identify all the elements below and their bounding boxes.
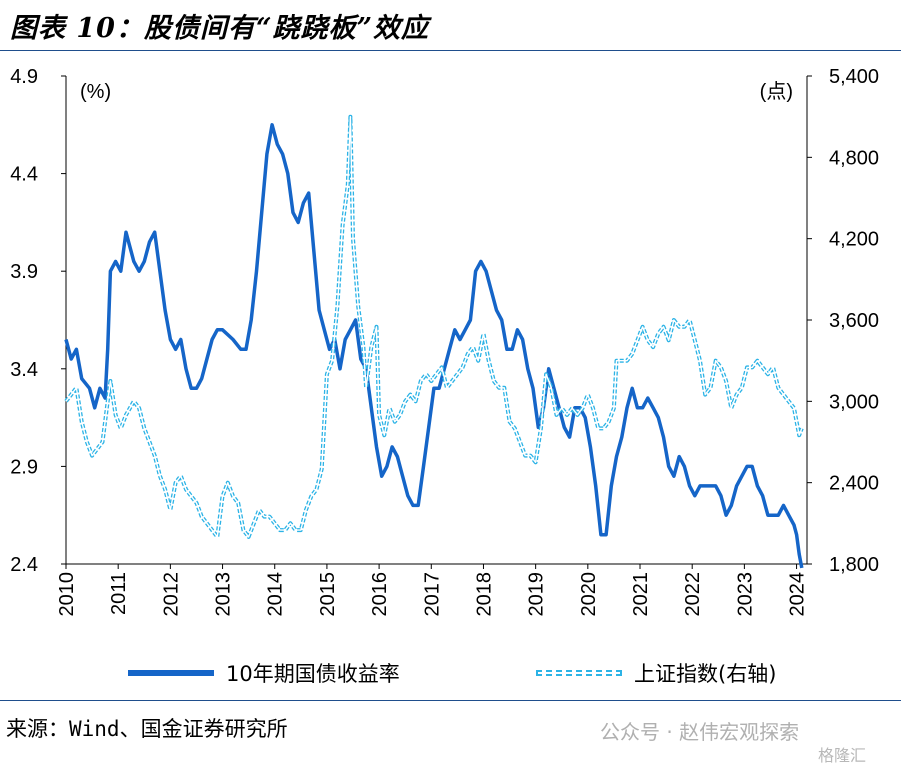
- right-axis-unit: (点): [760, 80, 793, 103]
- x-tick-label: 2015: [317, 572, 339, 617]
- legend-item-index: 上证指数(右轴): [536, 658, 776, 688]
- y-tick-label-right: 4,800: [829, 147, 879, 169]
- x-tick-label: 2020: [578, 572, 600, 617]
- y-tick-label-left: 2.9: [10, 456, 38, 478]
- legend-swatch-yield: [128, 670, 214, 676]
- legend-swatch-index: [536, 670, 622, 676]
- legend-label-yield: 10年期国债收益率: [226, 662, 400, 686]
- y-tick-label-left: 3.9: [10, 261, 38, 283]
- chart-area: 2.4 2.9 3.4 3.9 4.4 4.9 1,800 2,400 3,000 3,600 4,…: [10, 66, 879, 617]
- legend-label-index: 上证指数(右轴): [634, 662, 777, 686]
- source-divider: [0, 700, 901, 701]
- source-note: 来源：Wind、国金证券研究所: [6, 717, 288, 741]
- x-tick-label: 2014: [265, 572, 287, 617]
- y-tick-label-right: 2,400: [829, 473, 879, 495]
- watermark: 公众号 · 赵伟宏观探索: [600, 720, 800, 744]
- y-tick-label-right: 4,200: [829, 229, 879, 251]
- x-tick-label: 2017: [421, 572, 443, 617]
- x-tick-label: 2019: [526, 572, 548, 617]
- x-tick-label: 2010: [56, 572, 78, 617]
- x-tick-label: 2018: [473, 572, 495, 617]
- x-tick-label: 2021: [630, 572, 652, 617]
- y-tick-label-right: 1,800: [829, 554, 879, 576]
- x-tick-label: 2023: [734, 572, 756, 617]
- x-tick-label: 2011: [108, 572, 130, 615]
- legend: 10年期国债收益率 上证指数(右轴): [0, 652, 901, 692]
- x-tick-label: 2013: [213, 572, 235, 617]
- legend-item-yield: 10年期国债收益率: [128, 658, 400, 688]
- y-tick-label-right: 3,000: [829, 391, 879, 413]
- y-tick-label-right: 3,600: [829, 310, 879, 332]
- x-tick-label: 2012: [160, 572, 182, 617]
- x-tick-label: 2016: [369, 572, 391, 617]
- y-tick-label-left: 3.4: [10, 359, 38, 381]
- x-tick-label: 2024: [787, 572, 809, 617]
- y-tick-label-left: 4.9: [10, 66, 38, 88]
- series-line-yield: [64, 123, 804, 569]
- x-tick-label: 2022: [682, 572, 704, 617]
- y-tick-label-left: 4.4: [10, 164, 38, 186]
- series-line-index-core: [65, 116, 803, 538]
- watermark-logo: 格隆汇: [818, 746, 867, 765]
- left-axis-unit: (%): [80, 81, 111, 103]
- y-tick-label-left: 2.4: [10, 554, 38, 576]
- chart-title: 图表 10：股债间有“跷跷板”效应: [10, 13, 430, 44]
- title-divider: [0, 50, 901, 51]
- y-tick-label-right: 5,400: [829, 66, 879, 88]
